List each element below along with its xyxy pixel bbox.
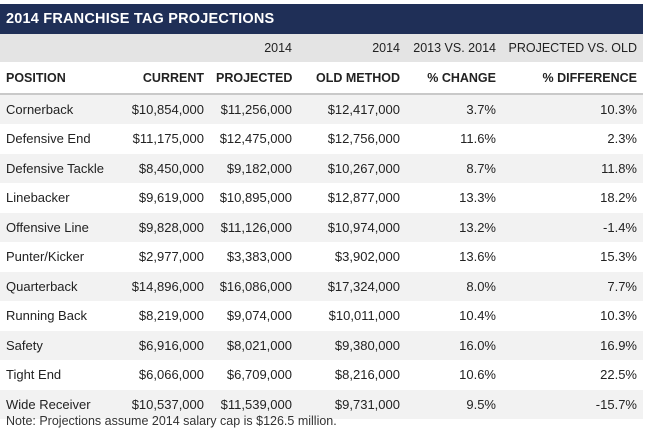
cell-change: 13.2% bbox=[406, 212, 502, 243]
cell-change: 11.6% bbox=[406, 124, 502, 154]
cell-change: 8.0% bbox=[406, 271, 502, 302]
cell-difference: 10.3% bbox=[502, 301, 643, 331]
cell-current: $9,619,000 bbox=[113, 183, 210, 213]
table-row: Wide Receiver $10,537,000 $11,539,000 $9… bbox=[0, 389, 643, 420]
cell-change: 16.0% bbox=[406, 330, 502, 361]
cell-position: Offensive Line bbox=[0, 212, 113, 243]
cell-change: 9.5% bbox=[406, 389, 502, 420]
cell-change: 10.4% bbox=[406, 301, 502, 331]
cell-difference: 16.9% bbox=[502, 330, 643, 361]
table-row: Defensive Tackle $8,450,000 $9,182,000 $… bbox=[0, 153, 643, 184]
cell-projected: $9,182,000 bbox=[210, 153, 298, 184]
cell-position: Defensive End bbox=[0, 124, 113, 154]
cell-difference: 11.8% bbox=[502, 153, 643, 184]
cell-position: Quarterback bbox=[0, 271, 113, 302]
cell-difference: 2.3% bbox=[502, 124, 643, 154]
super-header-change: 2013 VS. 2014 bbox=[406, 34, 502, 62]
super-header-old-method: 2014 bbox=[298, 34, 406, 62]
cell-projected: $12,475,000 bbox=[210, 124, 298, 154]
table-row: Tight End $6,066,000 $6,709,000 $8,216,0… bbox=[0, 360, 643, 390]
table-title: 2014 FRANCHISE TAG PROJECTIONS bbox=[0, 4, 643, 34]
cell-old-method: $12,877,000 bbox=[298, 183, 406, 213]
cell-current: $10,537,000 bbox=[113, 389, 210, 420]
cell-current: $6,916,000 bbox=[113, 330, 210, 361]
cell-old-method: $10,974,000 bbox=[298, 212, 406, 243]
cell-difference: 22.5% bbox=[502, 360, 643, 390]
cell-difference: 18.2% bbox=[502, 183, 643, 213]
super-header-position bbox=[0, 34, 113, 62]
table-row: Punter/Kicker $2,977,000 $3,383,000 $3,9… bbox=[0, 242, 643, 272]
cell-projected: $3,383,000 bbox=[210, 242, 298, 272]
cell-position: Cornerback bbox=[0, 94, 113, 125]
cell-old-method: $12,756,000 bbox=[298, 124, 406, 154]
cell-old-method: $8,216,000 bbox=[298, 360, 406, 390]
table-row: Quarterback $14,896,000 $16,086,000 $17,… bbox=[0, 271, 643, 302]
table-row: Safety $6,916,000 $8,021,000 $9,380,000 … bbox=[0, 330, 643, 361]
cell-old-method: $9,380,000 bbox=[298, 330, 406, 361]
super-header-projected: 2014 bbox=[210, 34, 298, 62]
cell-position: Punter/Kicker bbox=[0, 242, 113, 272]
cell-position: Running Back bbox=[0, 301, 113, 331]
column-header-old-method: OLD METHOD bbox=[298, 62, 406, 95]
cell-change: 13.6% bbox=[406, 242, 502, 272]
column-header-current: CURRENT bbox=[113, 62, 210, 95]
column-header-projected: PROJECTED bbox=[210, 62, 298, 95]
table-row: Linebacker $9,619,000 $10,895,000 $12,87… bbox=[0, 183, 643, 213]
table-row: Defensive End $11,175,000 $12,475,000 $1… bbox=[0, 124, 643, 154]
cell-projected: $11,539,000 bbox=[210, 389, 298, 420]
table-row: Offensive Line $9,828,000 $11,126,000 $1… bbox=[0, 212, 643, 243]
cell-projected: $11,126,000 bbox=[210, 212, 298, 243]
cell-projected: $9,074,000 bbox=[210, 301, 298, 331]
cell-change: 13.3% bbox=[406, 183, 502, 213]
cell-position: Linebacker bbox=[0, 183, 113, 213]
cell-position: Tight End bbox=[0, 360, 113, 390]
cell-position: Wide Receiver bbox=[0, 389, 113, 420]
column-header-row: POSITION CURRENT PROJECTED OLD METHOD % … bbox=[0, 62, 643, 95]
cell-current: $14,896,000 bbox=[113, 271, 210, 302]
cell-difference: 7.7% bbox=[502, 271, 643, 302]
cell-position: Safety bbox=[0, 330, 113, 361]
cell-old-method: $3,902,000 bbox=[298, 242, 406, 272]
cell-current: $11,175,000 bbox=[113, 124, 210, 154]
cell-projected: $8,021,000 bbox=[210, 330, 298, 361]
super-header-row: 2014 2014 2013 VS. 2014 PROJECTED VS. OL… bbox=[0, 34, 643, 62]
cell-old-method: $10,267,000 bbox=[298, 153, 406, 184]
cell-old-method: $10,011,000 bbox=[298, 301, 406, 331]
cell-difference: -1.4% bbox=[502, 212, 643, 243]
franchise-tag-table: 2014 2014 2013 VS. 2014 PROJECTED VS. OL… bbox=[0, 34, 643, 420]
cell-old-method: $9,731,000 bbox=[298, 389, 406, 420]
cell-difference: 10.3% bbox=[502, 94, 643, 125]
cell-projected: $11,256,000 bbox=[210, 94, 298, 125]
cell-current: $8,450,000 bbox=[113, 153, 210, 184]
column-header-difference: % DIFFERENCE bbox=[502, 62, 643, 95]
cell-projected: $10,895,000 bbox=[210, 183, 298, 213]
cell-current: $6,066,000 bbox=[113, 360, 210, 390]
cell-projected: $16,086,000 bbox=[210, 271, 298, 302]
column-header-change: % CHANGE bbox=[406, 62, 502, 95]
cell-current: $10,854,000 bbox=[113, 94, 210, 125]
table-row: Cornerback $10,854,000 $11,256,000 $12,4… bbox=[0, 94, 643, 125]
cell-change: 10.6% bbox=[406, 360, 502, 390]
cell-old-method: $12,417,000 bbox=[298, 94, 406, 125]
cell-change: 3.7% bbox=[406, 94, 502, 125]
cell-current: $2,977,000 bbox=[113, 242, 210, 272]
cell-projected: $6,709,000 bbox=[210, 360, 298, 390]
column-header-position: POSITION bbox=[0, 62, 113, 95]
table-row: Running Back $8,219,000 $9,074,000 $10,0… bbox=[0, 301, 643, 331]
cell-current: $8,219,000 bbox=[113, 301, 210, 331]
cell-current: $9,828,000 bbox=[113, 212, 210, 243]
cell-change: 8.7% bbox=[406, 153, 502, 184]
footnote: Note: Projections assume 2014 salary cap… bbox=[6, 414, 337, 428]
super-header-difference: PROJECTED VS. OLD bbox=[502, 34, 643, 62]
cell-position: Defensive Tackle bbox=[0, 153, 113, 184]
cell-difference: 15.3% bbox=[502, 242, 643, 272]
cell-difference: -15.7% bbox=[502, 389, 643, 420]
cell-old-method: $17,324,000 bbox=[298, 271, 406, 302]
super-header-current bbox=[113, 34, 210, 62]
